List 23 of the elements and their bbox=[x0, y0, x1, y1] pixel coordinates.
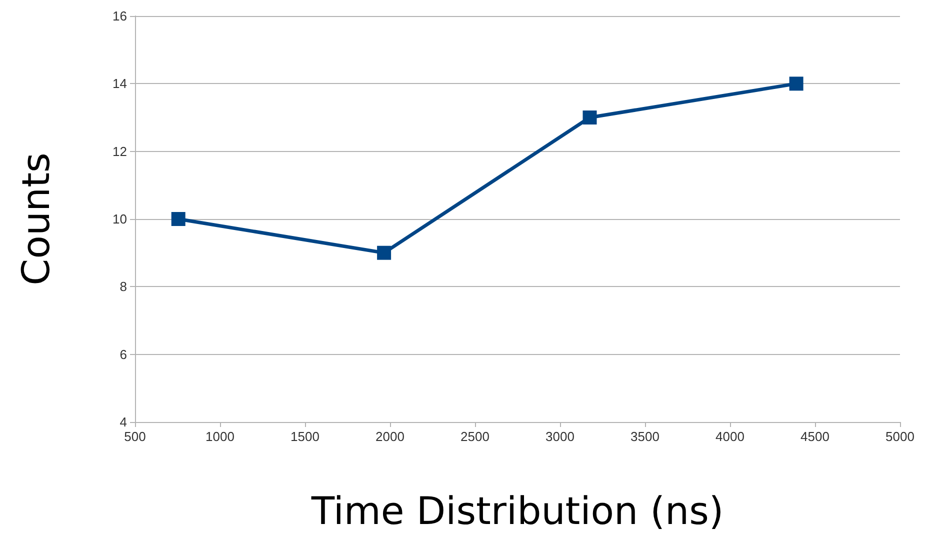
y-tick-label: 12 bbox=[112, 144, 127, 159]
x-tick-label: 5000 bbox=[886, 429, 914, 444]
x-tick-label: 1500 bbox=[290, 429, 320, 444]
point bbox=[171, 212, 186, 226]
y-tick-label: 14 bbox=[112, 76, 127, 92]
x-tick-label: 3000 bbox=[546, 429, 574, 444]
x-tick-label: 1000 bbox=[206, 429, 234, 444]
point bbox=[582, 110, 597, 124]
x-tick-label: 500 bbox=[124, 429, 146, 444]
x-axis-title: Time Distribution (ns) bbox=[310, 489, 724, 533]
point bbox=[789, 76, 804, 91]
y-tick-label: 10 bbox=[112, 212, 127, 226]
x-tick-label: 4000 bbox=[716, 429, 744, 444]
x-tick-label: 4500 bbox=[800, 429, 830, 444]
x-tick-label: 3500 bbox=[630, 429, 660, 444]
y-axis-title: Counts bbox=[14, 152, 58, 286]
y-tick-label: 8 bbox=[120, 279, 127, 294]
x-tick-label: 2500 bbox=[460, 429, 490, 444]
y-tick-label: 6 bbox=[120, 346, 127, 362]
x-tick-label: 2000 bbox=[376, 429, 404, 444]
y-tick-label: 16 bbox=[112, 8, 127, 24]
point bbox=[377, 246, 392, 260]
y-tick-label: 4 bbox=[120, 414, 127, 430]
